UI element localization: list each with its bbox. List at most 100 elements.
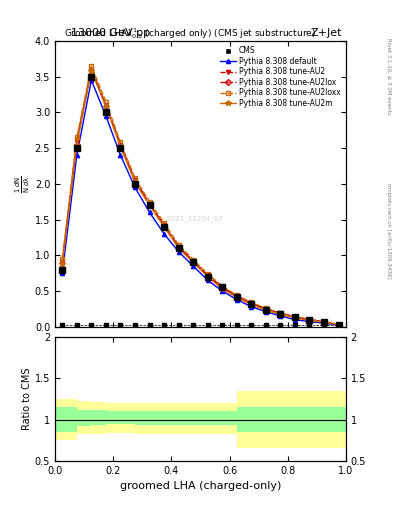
CMS: [234, 294, 239, 300]
Pythia 8.308 default: [220, 288, 225, 294]
Pythia 8.308 default: [307, 318, 312, 325]
CMS: [133, 181, 138, 187]
Pythia 8.308 tune-AU2lox: [176, 244, 181, 250]
Pythia 8.308 tune-AU2lox: [118, 141, 123, 147]
Pythia 8.308 tune-AU2loxx: [336, 322, 341, 328]
Pythia 8.308 tune-AU2lox: [206, 272, 210, 279]
Pythia 8.308 tune-AU2lox: [162, 222, 167, 228]
Pythia 8.308 tune-AU2lox: [322, 318, 327, 325]
Pythia 8.308 tune-AU2loxx: [307, 316, 312, 323]
CMS: [162, 224, 167, 230]
Line: Pythia 8.308 tune-AU2lox: Pythia 8.308 tune-AU2lox: [60, 68, 341, 327]
CMS: [336, 322, 341, 328]
Pythia 8.308 tune-AU2loxx: [60, 256, 64, 262]
Line: Pythia 8.308 tune-AU2m: Pythia 8.308 tune-AU2m: [59, 68, 342, 327]
Pythia 8.308 tune-AU2loxx: [104, 99, 108, 105]
Pythia 8.308 default: [292, 316, 297, 323]
Pythia 8.308 tune-AU2m: [292, 315, 297, 321]
Pythia 8.308 tune-AU2m: [336, 322, 341, 328]
Pythia 8.308 tune-AU2loxx: [147, 199, 152, 205]
Pythia 8.308 tune-AU2m: [133, 179, 138, 185]
CMS: [147, 202, 152, 208]
CMS: [176, 245, 181, 251]
Pythia 8.308 tune-AU2m: [263, 307, 268, 313]
Pythia 8.308 tune-AU2loxx: [75, 134, 79, 140]
Pythia 8.308 default: [263, 309, 268, 315]
Pythia 8.308 tune-AU2loxx: [206, 271, 210, 277]
Pythia 8.308 tune-AU2loxx: [176, 242, 181, 248]
Pythia 8.308 tune-AU2: [206, 272, 210, 279]
Pythia 8.308 tune-AU2m: [206, 273, 210, 280]
Pythia 8.308 default: [249, 304, 254, 310]
Pythia 8.308 tune-AU2lox: [60, 260, 64, 266]
Pythia 8.308 default: [234, 296, 239, 303]
Pythia 8.308 tune-AU2lox: [220, 284, 225, 290]
Pythia 8.308 tune-AU2: [234, 293, 239, 299]
Text: Groomed LHA$\lambda^{1}_{0.5}$ (charged only) (CMS jet substructure): Groomed LHA$\lambda^{1}_{0.5}$ (charged …: [64, 26, 316, 41]
CMS: [292, 314, 297, 321]
Pythia 8.308 tune-AU2: [292, 314, 297, 320]
Pythia 8.308 default: [206, 277, 210, 283]
Pythia 8.308 tune-AU2: [118, 141, 123, 147]
Pythia 8.308 tune-AU2lox: [307, 316, 312, 323]
Line: Pythia 8.308 tune-AU2: Pythia 8.308 tune-AU2: [60, 68, 341, 327]
Line: CMS: CMS: [59, 74, 342, 327]
Pythia 8.308 tune-AU2loxx: [322, 318, 327, 325]
Pythia 8.308 tune-AU2lox: [263, 306, 268, 312]
Pythia 8.308 tune-AU2lox: [75, 138, 79, 144]
Pythia 8.308 default: [147, 209, 152, 216]
Pythia 8.308 tune-AU2loxx: [278, 310, 283, 316]
Text: Z+Jet: Z+Jet: [310, 28, 342, 38]
Text: 13000 GeV pp: 13000 GeV pp: [71, 28, 150, 38]
Pythia 8.308 tune-AU2: [104, 102, 108, 109]
Pythia 8.308 tune-AU2loxx: [191, 257, 196, 263]
Text: Rivet 3.1.10, ≥ 3.2M events: Rivet 3.1.10, ≥ 3.2M events: [386, 38, 391, 115]
Pythia 8.308 default: [133, 184, 138, 190]
Pythia 8.308 default: [191, 263, 196, 269]
Pythia 8.308 tune-AU2: [249, 300, 254, 306]
CMS: [278, 311, 283, 317]
Pythia 8.308 tune-AU2: [307, 316, 312, 323]
Pythia 8.308 tune-AU2loxx: [249, 300, 254, 306]
Pythia 8.308 tune-AU2loxx: [118, 139, 123, 145]
CMS: [75, 145, 79, 151]
CMS: [191, 260, 196, 266]
CMS: [307, 317, 312, 324]
Pythia 8.308 tune-AU2lox: [133, 177, 138, 183]
Pythia 8.308 tune-AU2lox: [249, 300, 254, 306]
Pythia 8.308 tune-AU2lox: [292, 314, 297, 320]
Pythia 8.308 tune-AU2loxx: [133, 175, 138, 181]
Pythia 8.308 tune-AU2loxx: [263, 305, 268, 311]
Pythia 8.308 tune-AU2m: [118, 144, 123, 150]
Pythia 8.308 tune-AU2lox: [191, 258, 196, 264]
CMS: [322, 319, 327, 326]
CMS: [249, 301, 254, 307]
Pythia 8.308 tune-AU2: [162, 222, 167, 228]
Pythia 8.308 tune-AU2m: [278, 311, 283, 317]
Pythia 8.308 tune-AU2m: [104, 103, 108, 110]
Pythia 8.308 default: [89, 77, 94, 83]
Pythia 8.308 tune-AU2: [60, 260, 64, 266]
Pythia 8.308 tune-AU2m: [307, 317, 312, 324]
Pythia 8.308 tune-AU2loxx: [220, 283, 225, 289]
Pythia 8.308 tune-AU2: [263, 306, 268, 312]
Y-axis label: $\frac{1}{\mathrm{N}} \frac{d\mathrm{N}}{d\mathrm{\lambda}}$: $\frac{1}{\mathrm{N}} \frac{d\mathrm{N}}…: [14, 175, 32, 193]
Pythia 8.308 default: [336, 322, 341, 328]
Pythia 8.308 tune-AU2: [322, 318, 327, 325]
Pythia 8.308 default: [162, 231, 167, 237]
Pythia 8.308 tune-AU2: [75, 138, 79, 144]
Pythia 8.308 default: [118, 152, 123, 158]
CMS: [206, 273, 210, 280]
Pythia 8.308 tune-AU2lox: [336, 322, 341, 328]
Pythia 8.308 tune-AU2m: [89, 68, 94, 74]
Line: Pythia 8.308 tune-AU2loxx: Pythia 8.308 tune-AU2loxx: [60, 64, 341, 327]
Pythia 8.308 tune-AU2m: [220, 286, 225, 292]
CMS: [220, 284, 225, 290]
Pythia 8.308 tune-AU2m: [234, 294, 239, 301]
Pythia 8.308 tune-AU2m: [176, 245, 181, 251]
Pythia 8.308 tune-AU2: [336, 322, 341, 328]
Legend: CMS, Pythia 8.308 default, Pythia 8.308 tune-AU2, Pythia 8.308 tune-AU2lox, Pyth: CMS, Pythia 8.308 default, Pythia 8.308 …: [217, 43, 343, 111]
Pythia 8.308 tune-AU2loxx: [292, 314, 297, 320]
Text: CMS_2021_11204_07: CMS_2021_11204_07: [149, 215, 223, 222]
Pythia 8.308 default: [60, 270, 64, 276]
